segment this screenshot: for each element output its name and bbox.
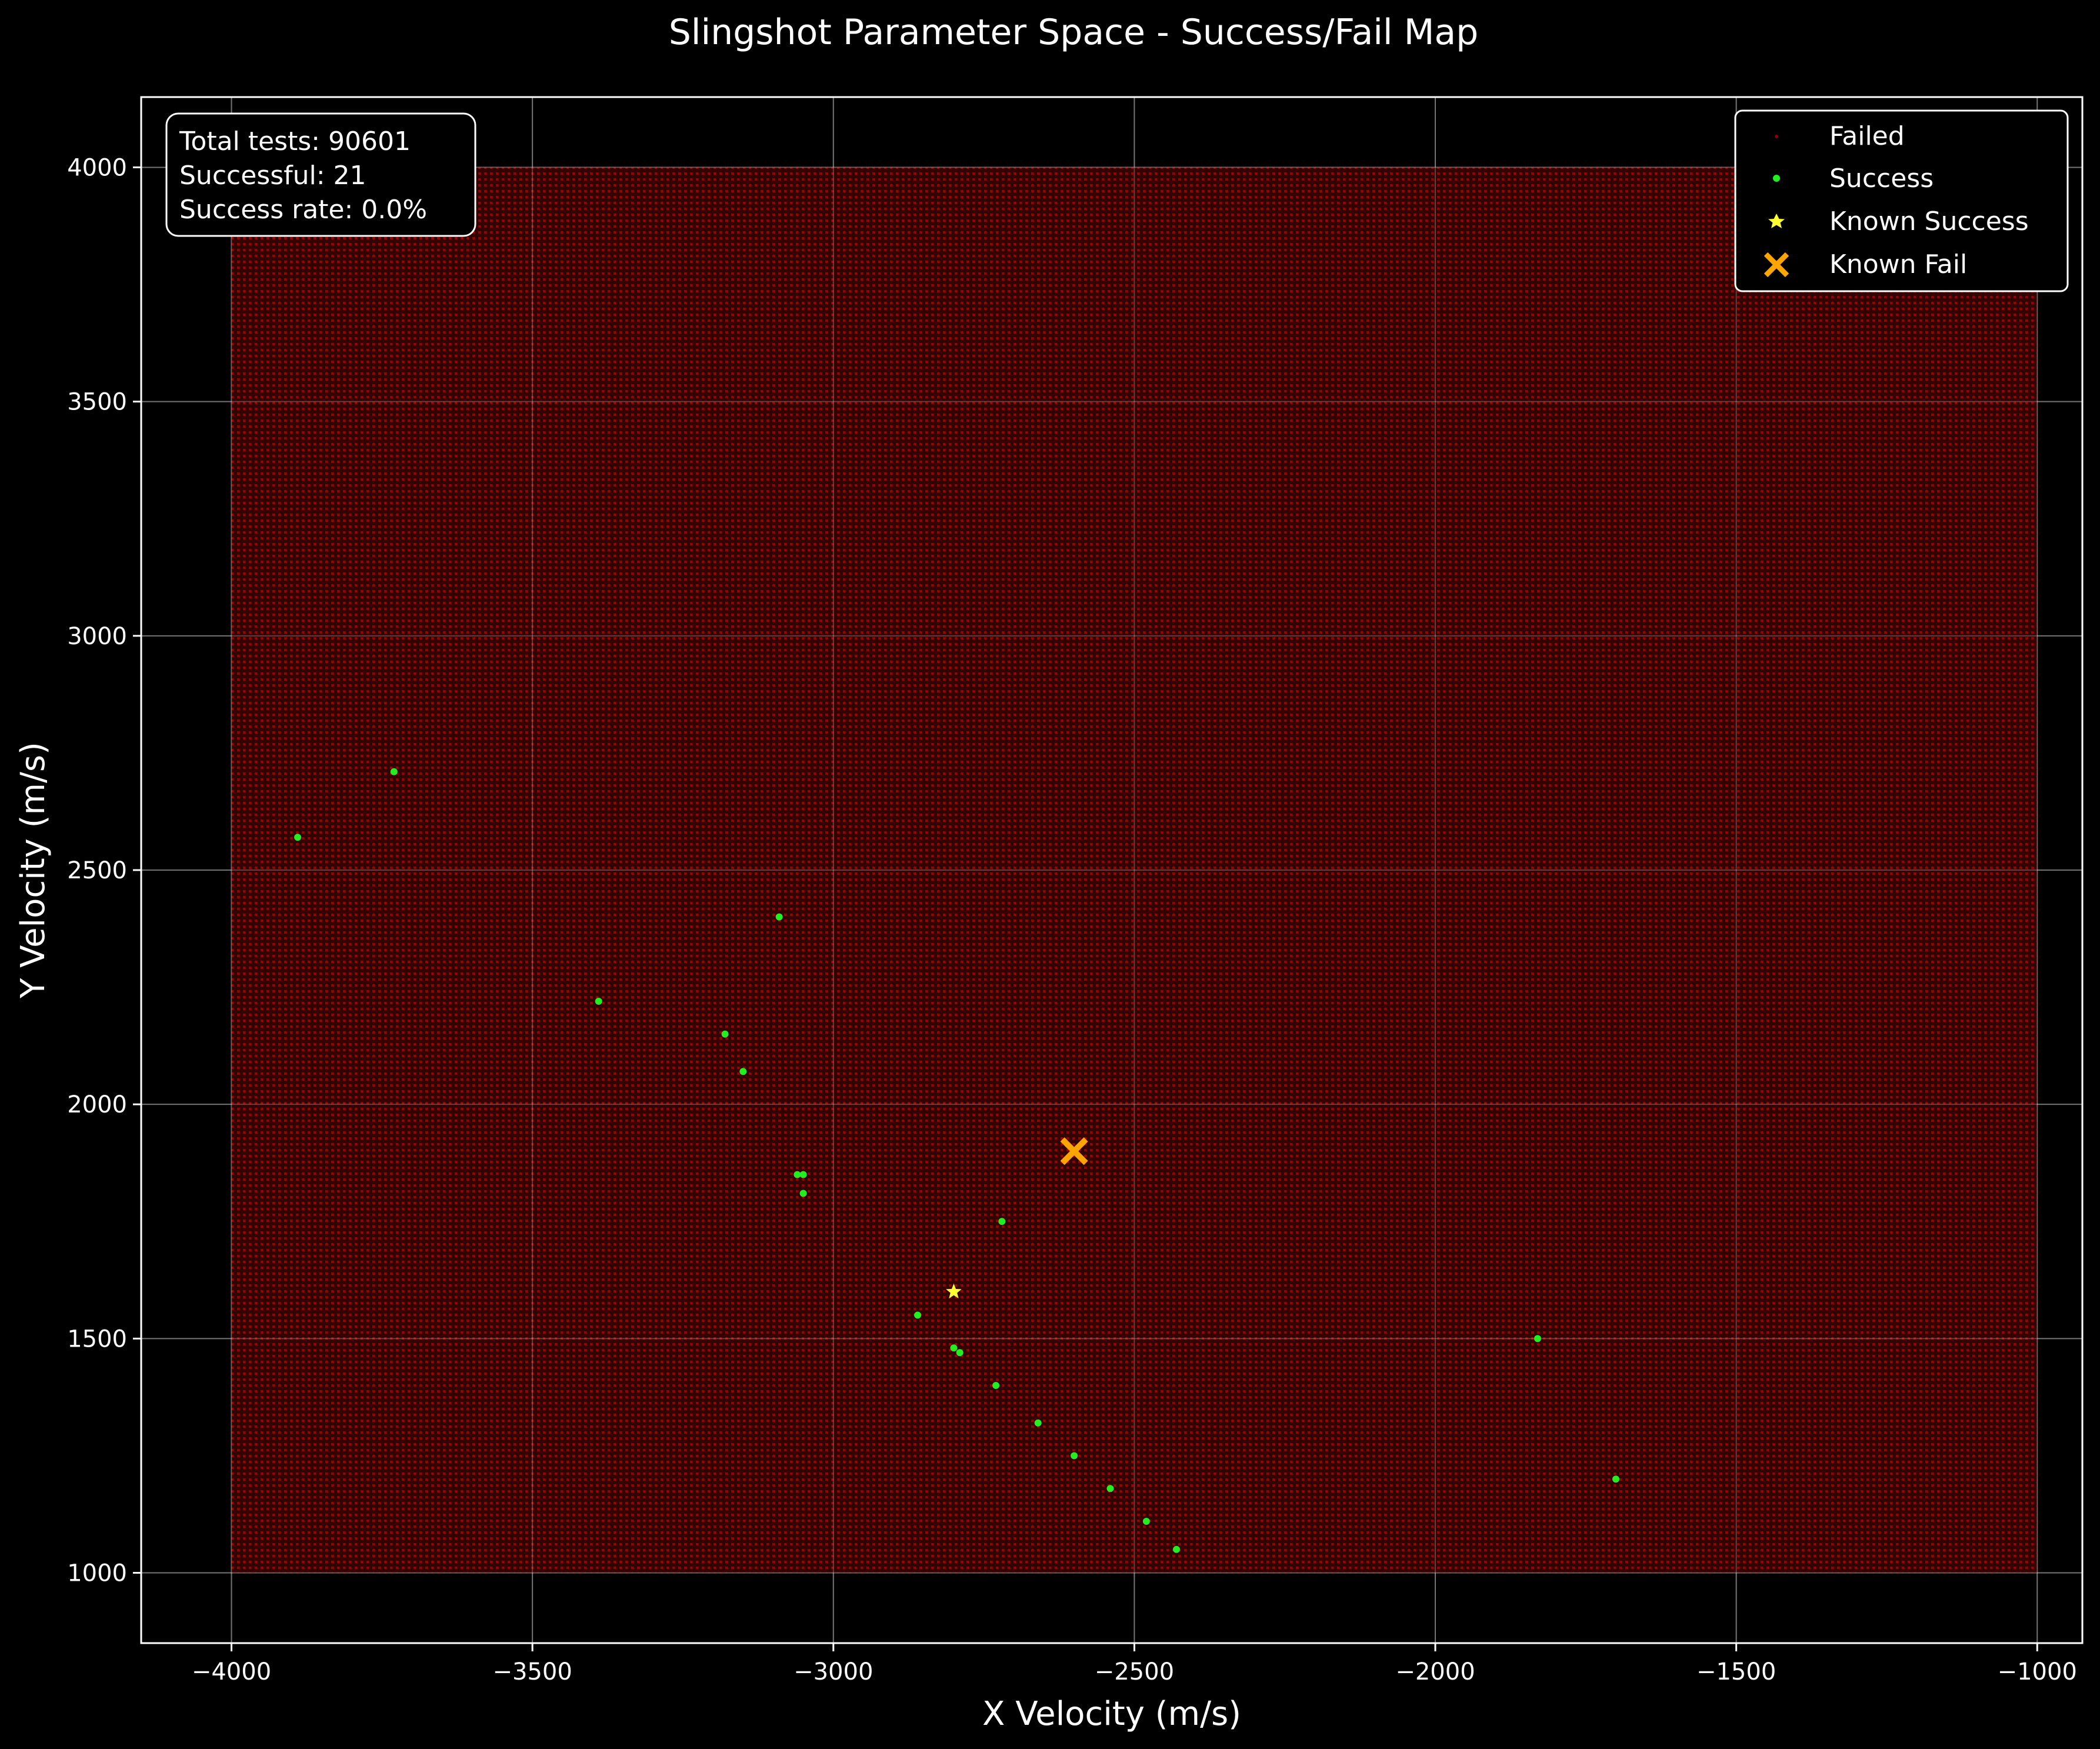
- success-point: [721, 1030, 729, 1038]
- success-point: [1142, 1517, 1150, 1525]
- x-tick-label: −1000: [1998, 1658, 2077, 1685]
- success-point: [799, 1190, 807, 1197]
- success-point: [998, 1218, 1006, 1225]
- legend-failed-marker: [1775, 135, 1778, 138]
- legend-item-success: Success: [1773, 164, 1934, 194]
- success-point: [992, 1382, 1000, 1389]
- legend-success-label: Success: [1829, 164, 1934, 194]
- x-axis-ticks: −4000 −3500 −3000 −2500 −2000 −1500 −1000: [192, 1643, 2077, 1685]
- success-point: [739, 1068, 747, 1075]
- chart-title: Slingshot Parameter Space - Success/Fail…: [669, 12, 1479, 53]
- known-success-star: [946, 1283, 962, 1299]
- legend-x-icon: [1764, 252, 1789, 278]
- legend-known-success-label: Known Success: [1829, 206, 2029, 236]
- y-axis-label: Y Velocity (m/s): [14, 742, 52, 999]
- legend-known-fail-label: Known Fail: [1829, 249, 1967, 279]
- success-point: [1106, 1485, 1114, 1493]
- success-point: [775, 913, 783, 921]
- legend-item-known-fail: Known Fail: [1764, 249, 1967, 279]
- x-axis-label: X Velocity (m/s): [982, 1695, 1241, 1733]
- known-fail-x-stroke: [1060, 1137, 1088, 1165]
- legend-frame: [1734, 109, 2069, 292]
- y-tick-label: 2000: [67, 1091, 127, 1118]
- known-fail-x: [1060, 1137, 1088, 1165]
- success-point: [1071, 1452, 1078, 1460]
- success-point: [950, 1344, 958, 1352]
- success-point: [1534, 1335, 1541, 1342]
- x-tick-label: −1500: [1696, 1658, 1776, 1685]
- success-point: [390, 768, 398, 775]
- success-point: [1034, 1419, 1042, 1427]
- success-point: [1612, 1475, 1619, 1483]
- legend: Failed Success Known Success Known Fail: [1734, 109, 2069, 292]
- x-tick-label: −2000: [1395, 1658, 1475, 1685]
- success-point: [914, 1311, 921, 1319]
- success-point: [595, 997, 602, 1005]
- x-tick-label: −3500: [492, 1658, 572, 1685]
- success-point: [1173, 1545, 1180, 1553]
- known-markers: [946, 1137, 1088, 1299]
- y-tick-label: 3500: [67, 389, 127, 416]
- legend-item-failed: Failed: [1775, 121, 1905, 151]
- y-tick-label: 2500: [67, 857, 127, 884]
- x-tick-label: −4000: [192, 1658, 271, 1685]
- failed-points-region: [141, 97, 2082, 1643]
- success-point: [794, 1171, 801, 1178]
- stats-box-frame: [165, 112, 476, 237]
- stats-total-tests: Total tests: 90601: [179, 126, 411, 156]
- success-point: [294, 834, 302, 841]
- x-tick-label: −3000: [794, 1658, 873, 1685]
- x-tick-label: −2500: [1095, 1658, 1174, 1685]
- stats-successful: Successful: 21: [179, 161, 366, 191]
- y-tick-label: 4000: [67, 154, 127, 181]
- success-points: [294, 768, 1619, 1553]
- stats-box: Total tests: 90601 Successful: 21 Succes…: [165, 112, 476, 237]
- y-tick-label: 3000: [67, 623, 127, 650]
- legend-failed-label: Failed: [1829, 121, 1905, 151]
- y-tick-label: 1500: [67, 1325, 127, 1352]
- stats-success-rate: Success rate: 0.0%: [179, 195, 427, 225]
- legend-star-icon: [1768, 214, 1785, 228]
- legend-success-marker: [1773, 175, 1780, 182]
- y-axis-ticks: 1000 1500 2000 2500 3000 3500 4000: [67, 154, 141, 1587]
- failed-points-grid: [231, 167, 2038, 1573]
- legend-item-known-success: Known Success: [1768, 206, 2029, 236]
- success-point: [799, 1171, 807, 1178]
- success-point: [956, 1349, 964, 1357]
- y-tick-label: 1000: [67, 1560, 127, 1587]
